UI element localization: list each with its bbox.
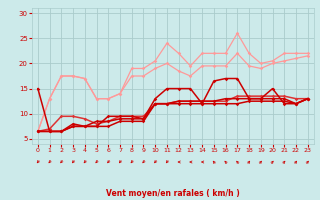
Text: Vent moyen/en rafales ( km/h ): Vent moyen/en rafales ( km/h ) <box>106 189 240 198</box>
